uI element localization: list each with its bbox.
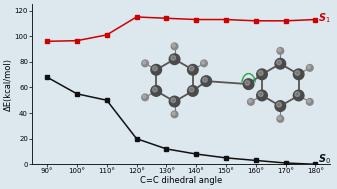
Text: S$_0$: S$_0$ [318,152,331,166]
Y-axis label: ΔE(kcal/mol): ΔE(kcal/mol) [4,58,13,111]
X-axis label: C=C dihedral angle: C=C dihedral angle [140,176,222,185]
Text: S$_1$: S$_1$ [318,11,331,25]
